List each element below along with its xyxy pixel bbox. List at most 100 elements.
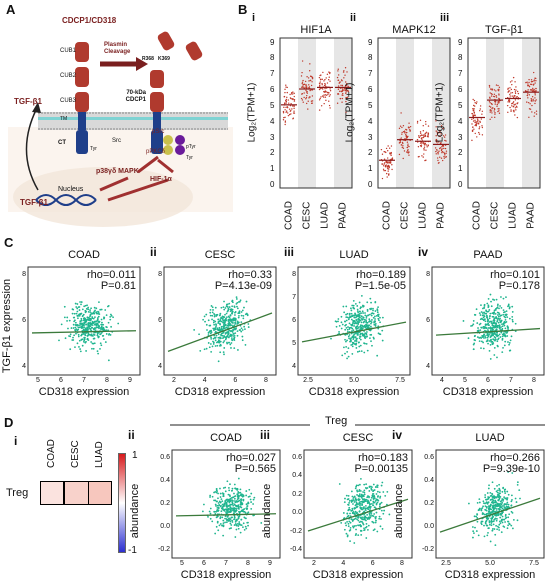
b-point <box>419 142 422 144</box>
b-point <box>391 168 393 171</box>
scatter-point <box>360 321 363 324</box>
scatter-point <box>100 308 103 311</box>
scatter-point <box>224 521 226 524</box>
b-point <box>401 131 403 134</box>
c-roman-iv: iv <box>418 245 429 259</box>
scatter-point <box>503 518 506 521</box>
b-point <box>436 157 439 159</box>
scatter-point <box>240 498 243 501</box>
scatter-point <box>74 324 77 326</box>
b-point <box>326 73 329 76</box>
scatter-point <box>374 506 376 509</box>
b-point <box>442 145 444 147</box>
scatter-point <box>496 303 499 306</box>
b-point <box>445 150 448 152</box>
scatter-point <box>475 515 478 518</box>
scatter-point <box>373 513 376 515</box>
scatter-point <box>498 319 501 321</box>
b-point <box>475 123 477 126</box>
scatter-point <box>241 309 244 312</box>
b-point <box>529 103 531 105</box>
b-ytick: 0 <box>270 180 275 189</box>
scatter-point <box>351 345 354 348</box>
scatter-point <box>356 337 358 340</box>
scatter-point <box>372 504 375 507</box>
scatter-point <box>107 359 110 362</box>
b-point <box>311 76 313 78</box>
b-point <box>427 133 430 135</box>
b-point <box>288 108 291 110</box>
scatter-point <box>492 332 494 335</box>
b-point <box>478 131 480 134</box>
scatter-point <box>493 507 496 510</box>
b-point <box>513 88 516 91</box>
c-rho-iv: rho=0.101 <box>490 269 540 281</box>
scatter-point <box>490 320 493 323</box>
scatter-point <box>504 316 507 319</box>
scatter-point <box>369 337 371 340</box>
scatter-point <box>240 311 243 313</box>
scatter-point <box>492 508 495 511</box>
b-point <box>480 118 483 120</box>
b-point <box>324 96 327 98</box>
c-title-iii: LUAD <box>339 249 369 261</box>
scatter-point <box>95 307 98 310</box>
b-point <box>493 89 496 91</box>
b-violin-plot-0 <box>279 37 353 189</box>
d-ytick: 0.0 <box>292 509 302 517</box>
scatter-point <box>229 308 232 311</box>
scatter-point <box>354 313 357 316</box>
scatter-point <box>369 320 372 323</box>
scatter-point <box>498 487 501 490</box>
scatter-point <box>78 346 80 348</box>
b-ytick: 6 <box>270 85 275 94</box>
scatter-point <box>480 311 483 313</box>
scatter-point <box>484 327 487 329</box>
b-point <box>437 151 439 154</box>
c-xlabel-ii: CD318 expression <box>174 386 266 398</box>
b-point <box>511 83 513 86</box>
scatter-point <box>91 317 94 320</box>
c-p-iv: P=0.178 <box>498 280 540 292</box>
b-ytick: 3 <box>458 132 463 142</box>
scatter-point <box>366 528 369 531</box>
scatter-point <box>368 490 371 492</box>
scatter-point <box>229 333 232 336</box>
scatter-point <box>338 483 341 485</box>
label-cub3: CUB3 <box>60 98 77 104</box>
scatter-point <box>239 299 242 302</box>
b-point <box>472 108 474 110</box>
scatter-point <box>474 334 476 337</box>
b-point <box>516 116 519 119</box>
scatter-point <box>364 314 367 317</box>
scatter-point <box>85 323 88 326</box>
b-point <box>478 133 481 135</box>
scatter-point <box>228 498 231 501</box>
scatter-point <box>202 318 205 321</box>
scatter-point <box>90 333 93 336</box>
b-point <box>442 127 444 130</box>
scatter-point <box>498 326 501 329</box>
scatter-point <box>215 500 218 503</box>
scatter-point <box>93 306 96 309</box>
scatter-point <box>507 471 510 473</box>
scatter-point <box>483 315 486 318</box>
b-point <box>533 88 535 91</box>
scatter-point <box>359 338 362 341</box>
b-point <box>444 139 446 142</box>
scatter-point <box>213 510 216 513</box>
scatter-point <box>504 517 507 520</box>
b-point <box>473 99 476 102</box>
cdcp1-receptor <box>75 42 89 154</box>
scatter-point <box>363 325 366 328</box>
b-point <box>511 95 513 97</box>
scatter-point <box>487 305 490 308</box>
label-psrc: pSrc <box>152 129 165 135</box>
scatter-point <box>199 349 202 352</box>
label-plasmin: Plasmin Cleavage <box>104 42 131 55</box>
b-point <box>324 82 326 85</box>
scatter-point <box>209 512 212 515</box>
b-point <box>292 91 294 93</box>
scatter-point <box>485 509 488 512</box>
scatter-point <box>370 515 372 517</box>
